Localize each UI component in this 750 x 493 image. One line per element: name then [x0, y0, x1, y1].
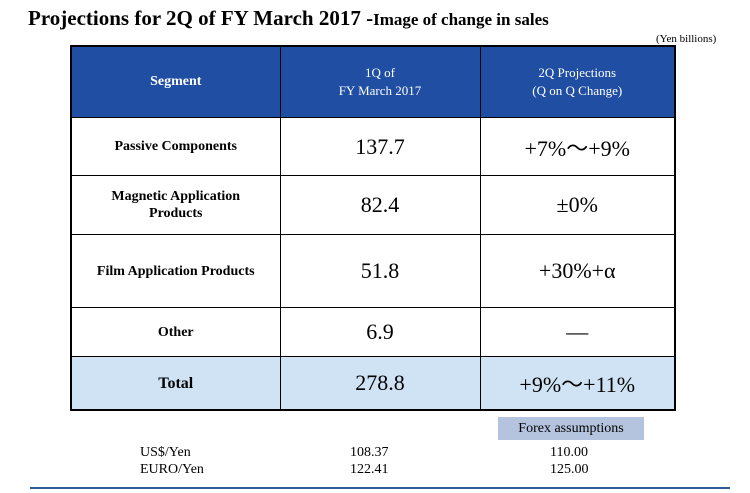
projection-cell: +7%〜+9% — [479, 117, 676, 176]
forex-name: EURO/Yen — [140, 462, 204, 477]
unit-note: (Yen billions) — [656, 33, 717, 45]
q1-value-cell: 137.7 — [279, 117, 481, 176]
bottom-divider — [30, 487, 730, 489]
q1-value-cell: 51.8 — [279, 234, 481, 308]
q1-value-cell: 82.4 — [279, 175, 481, 235]
header-1q: 1Q of FY March 2017 — [279, 45, 481, 118]
projections-table: Segment 1Q of FY March 2017 2Q Projection… — [70, 45, 676, 411]
page-title: Projections for 2Q of FY March 2017 -Ima… — [28, 6, 549, 31]
forex-q1-value: 122.41 — [350, 462, 389, 477]
table-row: Magnetic Application Products 82.4 ±0% — [70, 175, 676, 235]
q1-value-cell: 278.8 — [279, 356, 481, 411]
projection-cell: — — [479, 307, 676, 357]
header-2q-projections: 2Q Projections (Q on Q Change) — [479, 45, 676, 118]
segment-cell: Magnetic Application Products — [70, 175, 281, 235]
table-header-row: Segment 1Q of FY March 2017 2Q Projection… — [70, 45, 676, 118]
forex-assumptions-label: Forex assumptions — [498, 417, 644, 440]
title-main: Projections for 2Q of FY March 2017 - — [28, 6, 374, 30]
table-total-row: Total 278.8 +9%〜+11% — [70, 356, 676, 411]
segment-cell: Film Application Products — [70, 234, 281, 308]
projection-cell: ±0% — [479, 175, 676, 235]
segment-cell: Total — [70, 356, 281, 411]
segment-cell: Passive Components — [70, 117, 281, 176]
header-segment: Segment — [70, 45, 281, 118]
projection-cell: +30%+α — [479, 234, 676, 308]
table-row: Passive Components 137.7 +7%〜+9% — [70, 117, 676, 176]
table-row: Film Application Products 51.8 +30%+α — [70, 234, 676, 308]
forex-assumption-value: 125.00 — [550, 462, 589, 477]
q1-value-cell: 6.9 — [279, 307, 481, 357]
segment-cell: Other — [70, 307, 281, 357]
table-row: Other 6.9 — — [70, 307, 676, 357]
title-sub: Image of change in sales — [373, 10, 549, 29]
forex-q1-value: 108.37 — [350, 445, 389, 460]
forex-name: US$/Yen — [140, 445, 191, 460]
forex-assumption-value: 110.00 — [550, 445, 588, 460]
projection-cell: +9%〜+11% — [479, 356, 676, 411]
